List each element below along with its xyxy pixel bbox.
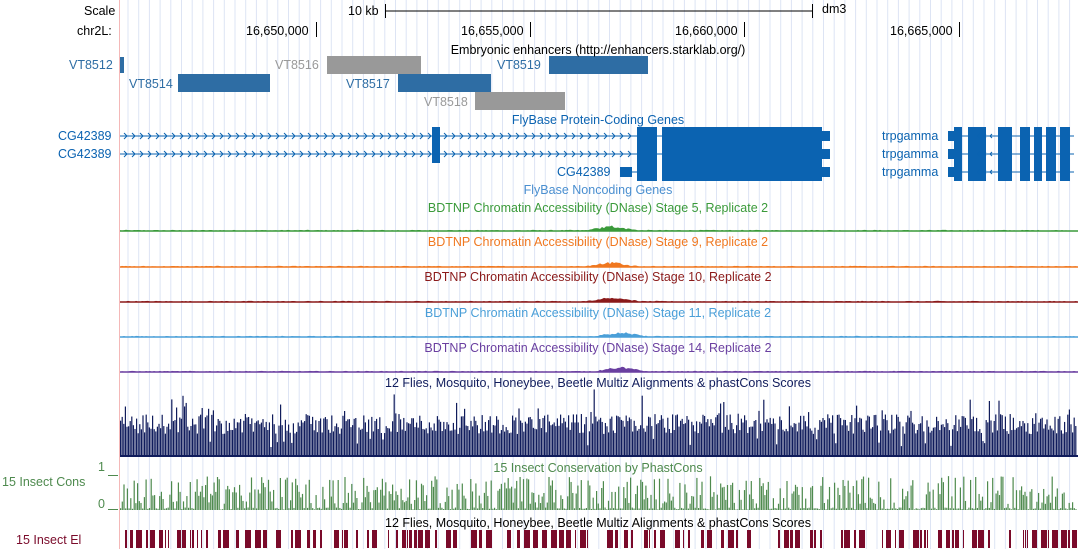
gene-label-cg42389-3[interactable]: CG42389 [557,165,611,179]
exon[interactable] [1046,145,1056,163]
enhancer-label-vt8517[interactable]: VT8517 [346,77,390,91]
exon[interactable] [1034,127,1042,145]
exon[interactable] [1034,163,1042,181]
track-title-insect-elements[interactable]: 12 Flies, Mosquito, Honeybee, Beetle Mul… [385,516,811,530]
signal-tracks [108,225,1078,548]
utr[interactable] [822,149,830,159]
side-label-insect-elements[interactable]: 15 Insect El [16,533,82,547]
exon[interactable] [998,145,1012,163]
enhancer-vt8514[interactable] [178,74,270,92]
exon[interactable] [1060,163,1070,181]
enhancer-label-vt8514[interactable]: VT8514 [129,77,173,91]
track-title-insect-cons[interactable]: 15 Insect Conservation by PhastCons [493,461,703,475]
exon[interactable] [662,127,822,145]
track-title-dnase-stage14[interactable]: BDTNP Chromatin Accessibility (DNase) St… [424,341,772,355]
axis-min-label: 0 [98,497,105,511]
exon[interactable] [998,127,1012,145]
position-ticks [316,22,960,37]
track-title-multiz[interactable]: 12 Flies, Mosquito, Honeybee, Beetle Mul… [385,376,811,390]
exon[interactable] [637,145,657,163]
exon[interactable] [1020,145,1030,163]
scale-bar-text: 10 kb [348,4,379,18]
exon[interactable] [1034,145,1042,163]
track-title-flybase-noncoding[interactable]: FlyBase Noncoding Genes [523,183,673,197]
enhancer-vt8519[interactable] [549,56,648,74]
gene-label-trpgamma-3[interactable]: trpgamma [882,165,939,179]
exon[interactable] [432,127,440,145]
utr[interactable] [822,131,830,141]
exon[interactable] [968,127,986,145]
enhancer-label-vt8518[interactable]: VT8518 [424,95,468,109]
scale-label: Scale [84,4,116,18]
track-title-enhancers[interactable]: Embryonic enhancers (http://enhancers.st… [450,43,746,57]
utr[interactable] [620,167,632,177]
enhancer-vt8518[interactable] [475,92,565,110]
enhancer-label-vt8519[interactable]: VT8519 [497,58,541,72]
exon[interactable] [1060,145,1070,163]
enhancer-vt8512[interactable] [120,57,124,73]
track-title-dnase-stage11[interactable]: BDTNP Chromatin Accessibility (DNase) St… [424,306,772,320]
exon[interactable] [968,145,986,163]
side-label-insect-cons[interactable]: 15 Insect Cons [2,475,86,489]
exon[interactable] [998,163,1012,181]
exon[interactable] [954,145,962,163]
track-title-flybase-coding[interactable]: FlyBase Protein-Coding Genes [511,113,685,127]
position-label-2: 16,655,000 [461,24,524,38]
gene-label-cg42389-1[interactable]: CG42389 [58,129,112,143]
exon[interactable] [1060,127,1070,145]
gene-models [120,127,1074,181]
assembly-label: dm3 [822,2,847,16]
exon[interactable] [954,127,962,145]
exon[interactable] [1020,163,1030,181]
utr[interactable] [822,167,830,177]
exon[interactable] [662,163,822,181]
track-title-dnase-stage5[interactable]: BDTNP Chromatin Accessibility (DNase) St… [427,201,769,215]
exon[interactable] [432,145,440,163]
enhancer-vt8516[interactable] [327,56,421,74]
gene-label-trpgamma-2[interactable]: trpgamma [882,147,939,161]
position-label-1: 16,650,000 [246,24,309,38]
position-label-3: 16,660,000 [675,24,738,38]
exon[interactable] [1020,127,1030,145]
exon[interactable] [968,163,986,181]
enhancer-label-vt8516[interactable]: VT8516 [275,58,319,72]
gene-label-cg42389-2[interactable]: CG42389 [58,147,112,161]
enhancer-vt8517[interactable] [398,74,491,92]
exon[interactable] [637,127,657,145]
chrom-label: chr2L: [77,24,112,38]
track-title-dnase-stage9[interactable]: BDTNP Chromatin Accessibility (DNase) St… [427,235,769,249]
enhancer-label-vt8512[interactable]: VT8512 [69,58,113,72]
exon[interactable] [954,163,962,181]
exon[interactable] [637,163,657,181]
exon[interactable] [662,145,822,163]
gene-label-trpgamma-1[interactable]: trpgamma [882,129,939,143]
axis-max-label: 1 [98,460,105,474]
exon[interactable] [1046,127,1056,145]
enhancer-features [120,56,648,110]
exon[interactable] [1046,163,1056,181]
position-label-4: 16,665,000 [890,24,953,38]
track-title-dnase-stage10[interactable]: BDTNP Chromatin Accessibility (DNase) St… [424,270,772,284]
